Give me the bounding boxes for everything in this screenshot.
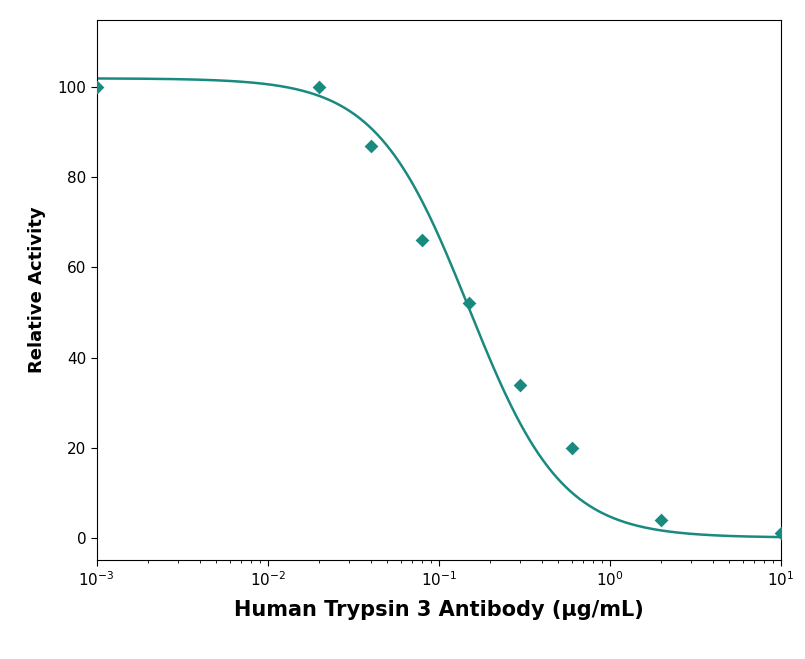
Point <box>774 528 787 538</box>
Point <box>462 298 475 308</box>
Point <box>90 82 103 92</box>
X-axis label: Human Trypsin 3 Antibody (μg/mL): Human Trypsin 3 Antibody (μg/mL) <box>233 600 644 620</box>
Point <box>312 82 325 92</box>
Point <box>364 140 377 151</box>
Point <box>514 379 526 389</box>
Point <box>654 514 667 525</box>
Point <box>415 235 428 246</box>
Y-axis label: Relative Activity: Relative Activity <box>28 207 46 373</box>
Point <box>565 442 578 453</box>
